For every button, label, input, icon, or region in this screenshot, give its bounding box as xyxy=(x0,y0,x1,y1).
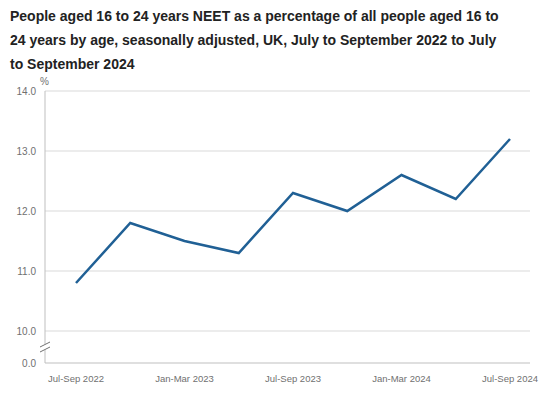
y-axis-label: % xyxy=(40,76,49,87)
x-tick-label: Jan-Mar 2023 xyxy=(155,373,214,384)
x-tick-label: Jan-Mar 2024 xyxy=(372,373,431,384)
y-axis-line xyxy=(45,91,46,363)
grid-line xyxy=(45,151,530,152)
plot-area xyxy=(76,139,510,283)
x-tick-label: Jul-Sep 2023 xyxy=(265,373,321,384)
grid-line xyxy=(45,91,530,92)
chart-title: People aged 16 to 24 years NEET as a per… xyxy=(10,4,500,76)
x-tick-label: Jul-Sep 2022 xyxy=(48,373,104,384)
y-tick-label: 10.0 xyxy=(17,326,37,337)
grid-line xyxy=(45,271,530,272)
chart-svg: % 0.0 10.0 11.0 12.0 13.0 14.0 Jul-Sep 2022 Jan-… xyxy=(0,0,550,396)
y-tick-label: 0.0 xyxy=(22,358,36,369)
grid-line xyxy=(45,331,530,332)
y-tick-label: 13.0 xyxy=(17,146,37,157)
x-tick-label: Jul-Sep 2024 xyxy=(482,373,538,384)
grid-line xyxy=(45,211,530,212)
baseline xyxy=(45,363,530,364)
axis-break xyxy=(40,342,50,347)
data-line xyxy=(76,139,510,283)
axis-break xyxy=(40,347,50,352)
y-tick-label: 12.0 xyxy=(17,206,37,217)
y-tick-label: 14.0 xyxy=(17,86,37,97)
y-tick-label: 11.0 xyxy=(17,266,36,277)
